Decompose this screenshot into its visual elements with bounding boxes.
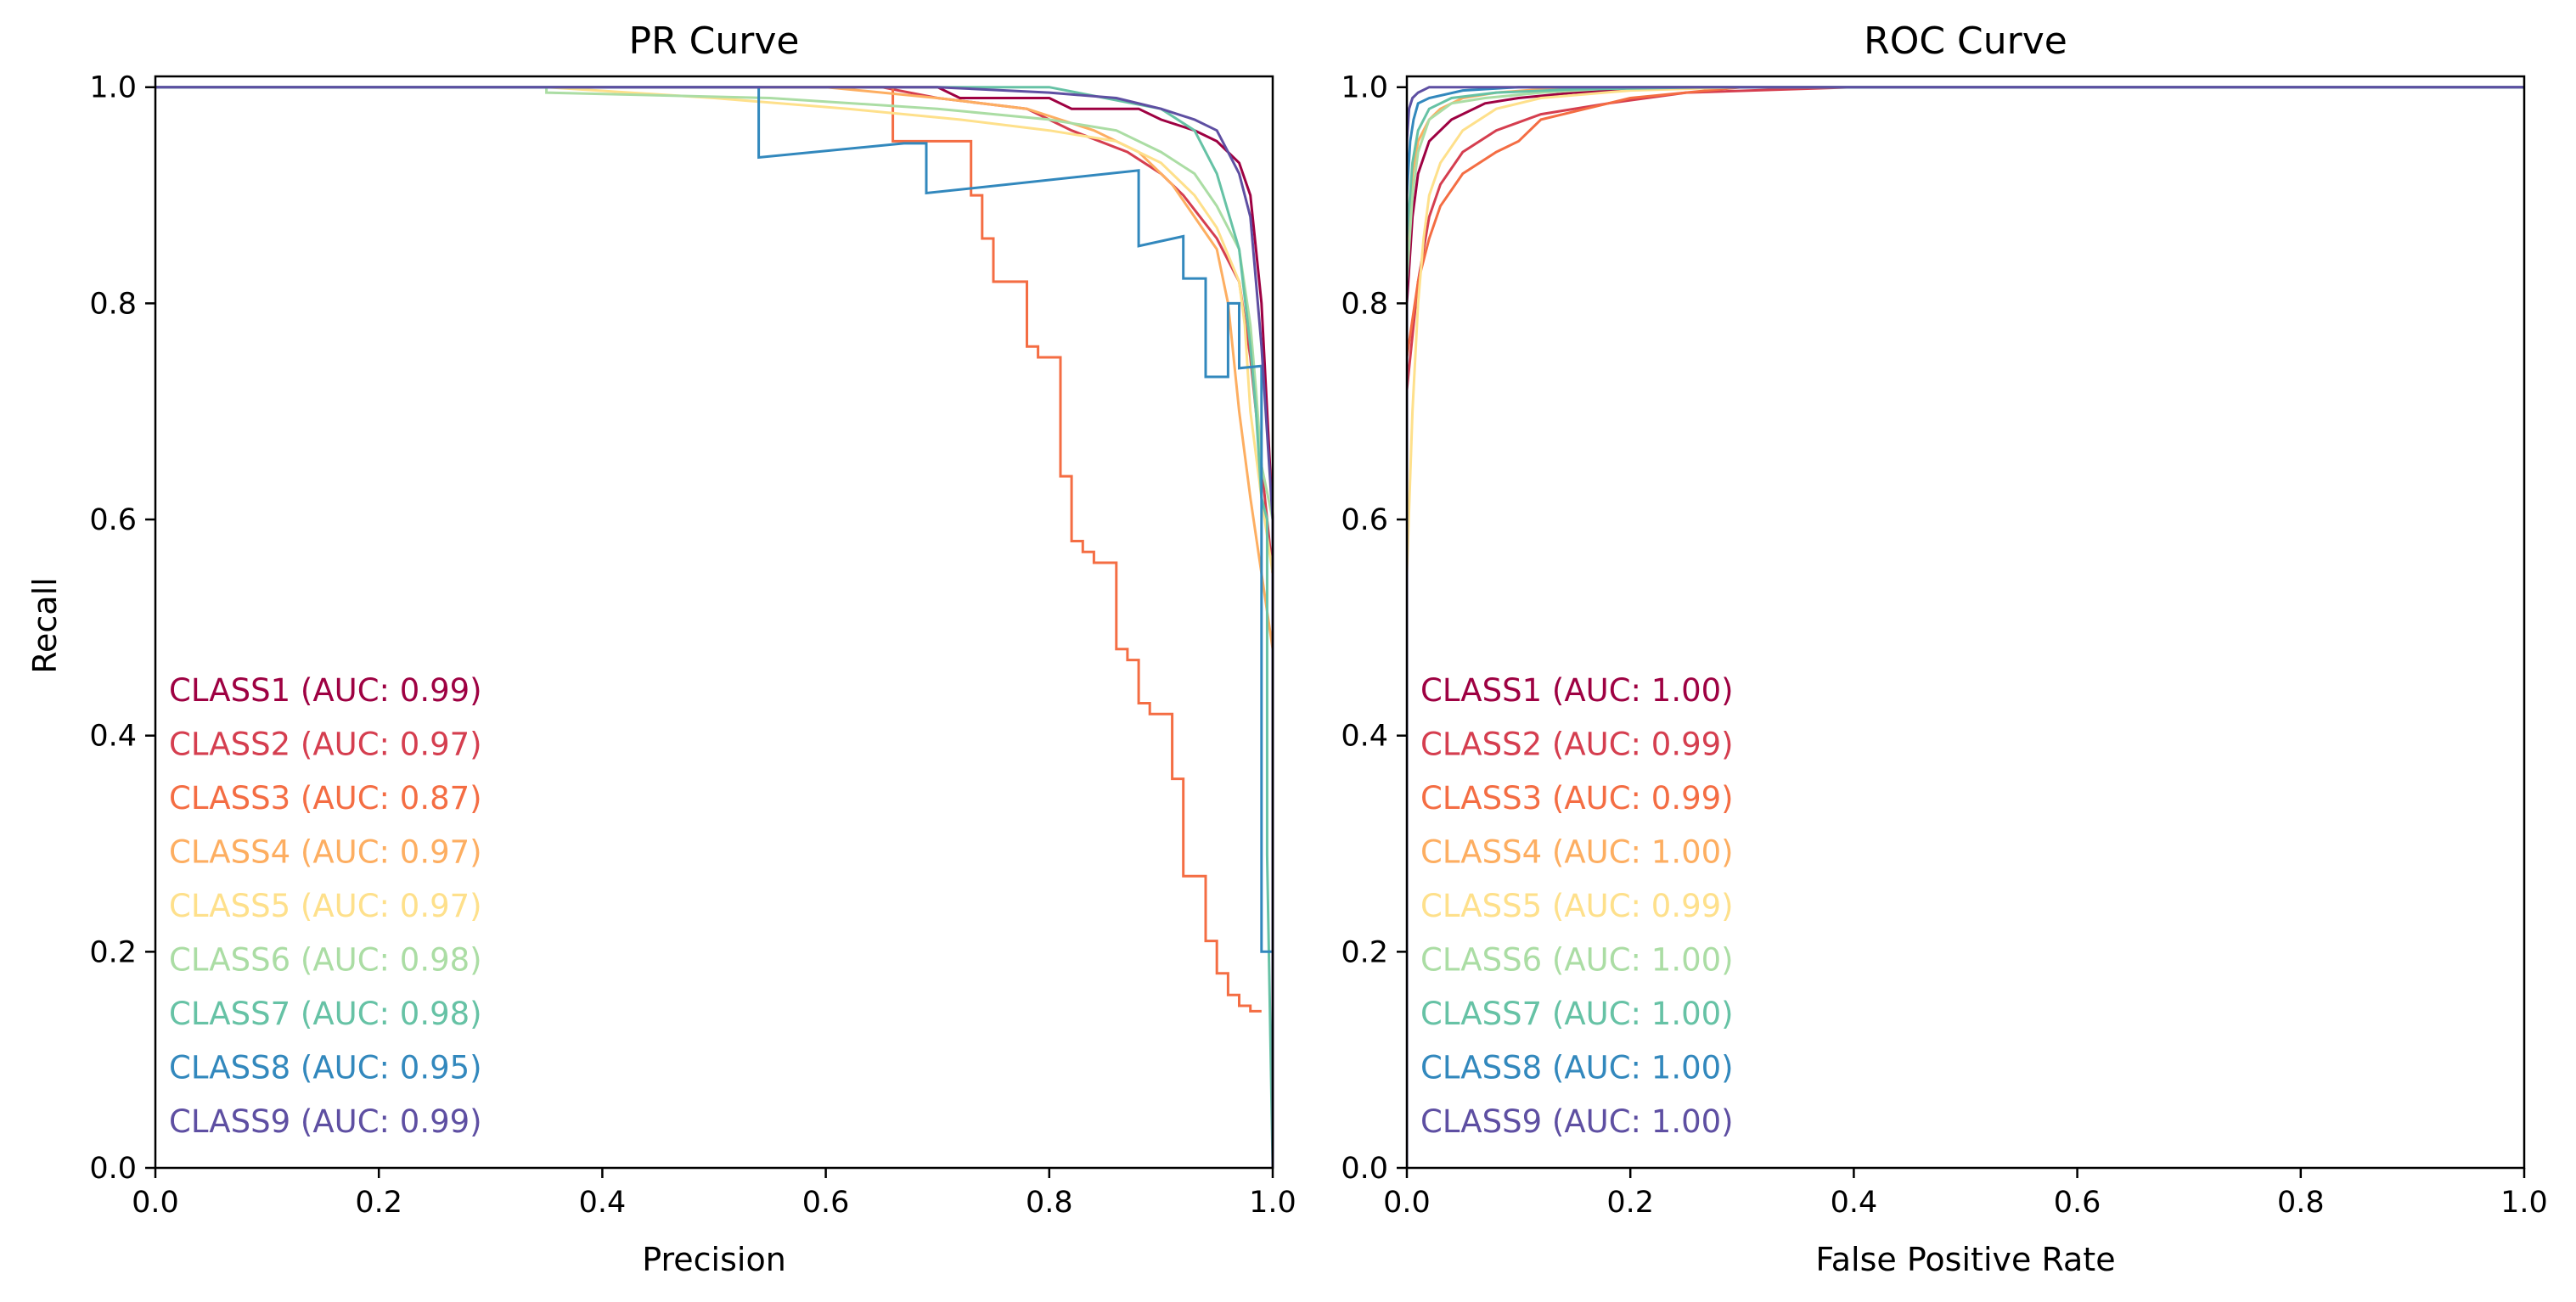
pr-legend-entry-3: CLASS3 (AUC: 0.87) xyxy=(169,780,482,817)
pr-y-tick-label: 0.4 xyxy=(89,720,137,754)
pr-x-tick-label: 0.4 xyxy=(579,1186,627,1220)
pr-legend-entry-2: CLASS2 (AUC: 0.97) xyxy=(169,727,482,763)
roc-y-tick-label: 0.8 xyxy=(1341,287,1388,321)
pr-y-tick-label: 0.6 xyxy=(89,503,137,537)
roc-series-group xyxy=(1407,86,2524,1168)
pr-y-axis-label: Recall xyxy=(26,577,64,673)
roc-y-tick-label: 0.2 xyxy=(1341,935,1388,969)
roc-curve-panel: ROC Curve False Positive Rate 0.0 0.2 0.4 0… xyxy=(1341,20,2548,1278)
pr-y-tick-label: 1.0 xyxy=(89,71,137,105)
roc-y-tick-label: 0.0 xyxy=(1341,1152,1388,1186)
roc-series-line-5 xyxy=(1407,86,2524,1168)
roc-x-tick-label: 0.2 xyxy=(1606,1186,1654,1220)
roc-series-line-9 xyxy=(1407,86,2524,1168)
pr-series-line-1 xyxy=(155,86,1274,682)
pr-x-tick-label: 0.0 xyxy=(132,1186,179,1220)
pr-series-line-8 xyxy=(155,86,1273,953)
pr-x-tick-label: 1.0 xyxy=(1249,1186,1296,1220)
roc-axes-frame xyxy=(1405,75,2526,1170)
pr-legend-entry-8: CLASS8 (AUC: 0.95) xyxy=(169,1050,482,1086)
pr-legend-entry-1: CLASS1 (AUC: 0.99) xyxy=(169,672,482,709)
roc-x-axis-label: False Positive Rate xyxy=(1815,1241,2115,1278)
pr-curve-panel: PR Curve Precision Recall 0.0 0.2 0.4 0.6 0.… xyxy=(26,20,1296,1278)
pr-chart-title: PR Curve xyxy=(629,20,800,63)
pr-x-tick-label: 0.6 xyxy=(802,1186,850,1220)
roc-legend-entry-5: CLASS5 (AUC: 0.99) xyxy=(1420,888,1734,924)
roc-legend-entry-8: CLASS8 (AUC: 1.00) xyxy=(1420,1050,1734,1086)
pr-series-line-3 xyxy=(155,86,1262,1013)
roc-x-tick-label: 0.8 xyxy=(2277,1186,2325,1220)
roc-x-tick-label: 0.0 xyxy=(1383,1186,1431,1220)
pr-series-group xyxy=(155,86,1274,1169)
roc-chart-title: ROC Curve xyxy=(1864,20,2067,63)
roc-x-tick-label: 0.6 xyxy=(2054,1186,2101,1220)
pr-series-line-2 xyxy=(155,86,1274,649)
roc-y-tick-label: 0.6 xyxy=(1341,503,1388,537)
roc-x-tick-label: 0.4 xyxy=(1831,1186,1878,1220)
pr-series-line-4 xyxy=(155,86,1274,682)
pr-axes-frame xyxy=(154,75,1274,1170)
pr-series-line-9 xyxy=(155,86,1274,1168)
roc-series-line-3 xyxy=(1407,86,2524,1168)
roc-legend-entry-1: CLASS1 (AUC: 1.00) xyxy=(1420,672,1734,709)
roc-legend-entry-4: CLASS4 (AUC: 1.00) xyxy=(1420,834,1734,871)
pr-series-line-5 xyxy=(155,86,1274,574)
pr-legend-entry-4: CLASS4 (AUC: 0.97) xyxy=(169,834,482,871)
pr-x-tick-label: 0.2 xyxy=(355,1186,402,1220)
roc-legend-entry-3: CLASS3 (AUC: 0.99) xyxy=(1420,780,1734,817)
roc-x-tick-label: 1.0 xyxy=(2500,1186,2548,1220)
pr-y-tick-label: 0.8 xyxy=(89,287,137,321)
pr-y-tick-label: 0.0 xyxy=(89,1152,137,1186)
roc-legend-entry-2: CLASS2 (AUC: 0.99) xyxy=(1420,727,1734,763)
roc-y-tick-label: 0.4 xyxy=(1341,720,1388,754)
roc-y-tick-label: 1.0 xyxy=(1341,71,1388,105)
roc-legend-entry-9: CLASS9 (AUC: 1.00) xyxy=(1420,1103,1734,1140)
pr-legend-entry-7: CLASS7 (AUC: 0.98) xyxy=(169,996,482,1032)
pr-series-line-6 xyxy=(155,86,1274,520)
pr-y-tick-label: 0.2 xyxy=(89,935,137,969)
pr-legend-entry-6: CLASS6 (AUC: 0.98) xyxy=(169,942,482,979)
pr-x-axis-label: Precision xyxy=(642,1241,786,1278)
pr-legend-entry-9: CLASS9 (AUC: 0.99) xyxy=(169,1103,482,1140)
pr-legend-entry-5: CLASS5 (AUC: 0.97) xyxy=(169,888,482,924)
pr-x-tick-label: 0.8 xyxy=(1026,1186,1073,1220)
roc-legend-entry-7: CLASS7 (AUC: 1.00) xyxy=(1420,996,1734,1032)
roc-legend-entry-6: CLASS6 (AUC: 1.00) xyxy=(1420,942,1734,979)
